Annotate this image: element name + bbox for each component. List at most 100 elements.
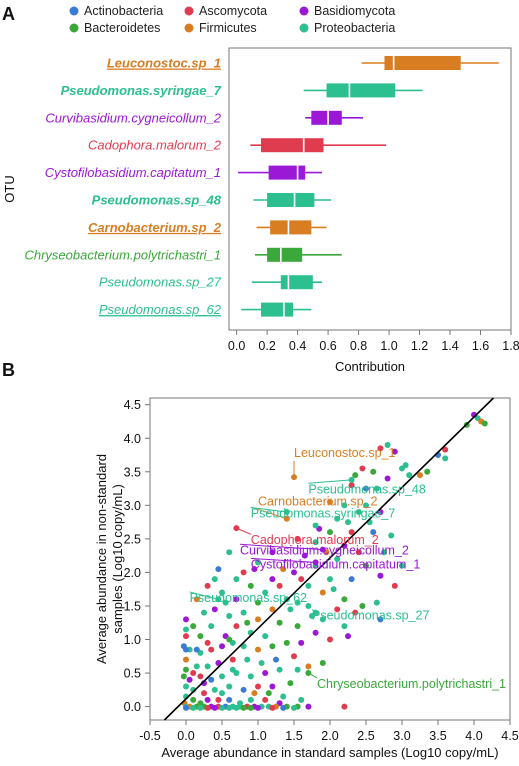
scatter-point <box>183 666 189 673</box>
legend-marker <box>69 23 79 33</box>
scatter-point <box>219 673 225 680</box>
scatter-point <box>348 576 355 583</box>
legend-marker <box>299 6 309 16</box>
y-tick-label: 1.0 <box>124 633 141 647</box>
x-tick-label: 4.0 <box>465 729 482 743</box>
scatter-point <box>240 704 247 711</box>
scatter-point <box>258 659 265 666</box>
scatter-point <box>406 472 413 479</box>
scatter-y-axis-title: Average abundance in non-standard sample… <box>94 454 125 664</box>
y-tick-label: 2.5 <box>124 532 141 546</box>
scatter-point <box>348 529 355 536</box>
scatter-point <box>183 656 189 663</box>
scatter-point <box>348 482 355 489</box>
otu-label-rest-part: Pseudomonas.sp_27 <box>99 275 222 290</box>
scatter-point <box>262 633 269 640</box>
legend: Actinobacteria Ascomycota Basidiomycota Bac… <box>69 4 395 35</box>
legend-marker <box>69 6 79 16</box>
scatter-point <box>211 606 218 613</box>
scatter-point <box>287 680 294 687</box>
scatter-point <box>233 576 240 583</box>
scatter-point <box>219 589 225 596</box>
scatter-point <box>319 659 326 666</box>
scatter-point <box>240 569 247 576</box>
x-tick-label: 0.0 <box>177 729 194 743</box>
scatter-point <box>201 690 207 697</box>
scatter-point <box>204 639 211 646</box>
scatter-point <box>481 420 488 427</box>
otu-label-bold-part: Leuconostoc <box>107 56 189 71</box>
scatter-point <box>244 656 251 663</box>
legend-label: Proteobacteria <box>314 21 395 35</box>
scatter-point <box>327 529 333 536</box>
scatter-point <box>373 485 380 492</box>
panel-b-letter: B <box>2 360 15 380</box>
scatter-point <box>247 673 254 680</box>
scatter-point <box>219 690 225 697</box>
annotation-point <box>312 559 319 566</box>
scatter-point <box>276 619 283 626</box>
legend-label: Basidiomycota <box>314 4 395 18</box>
scatter-point <box>276 582 283 589</box>
otu-label-rest-part: Chryseobacterium.polytrichastri_1 <box>24 247 221 262</box>
scatter-point <box>247 704 254 711</box>
annotation-label: Cystofilobasidium.capitatum_1 <box>251 557 421 571</box>
box-iqr <box>270 220 312 235</box>
scatter-point <box>305 582 312 589</box>
scatter-point <box>269 643 276 650</box>
scatter-point <box>417 472 423 479</box>
scatter-point <box>233 596 240 603</box>
otu-label: Cadophora.malorum_2 <box>88 138 222 153</box>
otu-label: Curvibasidium.cygneicollum_2 <box>45 110 221 125</box>
scatter-point <box>359 602 366 609</box>
annotation-point <box>283 515 290 522</box>
scatter-point <box>269 576 276 583</box>
scatter-point <box>255 616 261 623</box>
scatter-point <box>345 519 351 526</box>
scatter-point <box>226 704 233 711</box>
scatter-point <box>240 686 247 693</box>
x-tick-label: -0.5 <box>139 729 161 743</box>
scatter-point <box>183 616 189 623</box>
scatter-point <box>327 498 333 505</box>
scatter-point <box>193 663 200 670</box>
annotation-label: Curvibasidium.cygneicollum_2 <box>240 543 409 557</box>
scatter-point <box>190 670 197 677</box>
x-tick-label: 0.5 <box>213 729 230 743</box>
scatter-point <box>352 609 359 616</box>
scatter-point <box>197 704 204 711</box>
scatter-point <box>319 589 326 596</box>
scatter-point <box>273 656 279 663</box>
y-tick-label: 1.5 <box>124 599 141 613</box>
scatter-point <box>215 696 222 703</box>
x-tick-label: 0.8 <box>350 339 367 353</box>
annotation-label: Pseudomonas.syringae_7 <box>251 506 396 520</box>
x-tick-label: 3.0 <box>393 729 410 743</box>
scatter-point <box>211 704 218 711</box>
scatter-point <box>283 639 290 646</box>
y-tick-label: 3.0 <box>124 499 141 513</box>
legend-label: Firmicutes <box>199 21 257 35</box>
scatter-point <box>280 704 287 711</box>
scatter-point <box>247 582 254 589</box>
annotation-point <box>319 546 326 553</box>
box-iqr <box>261 138 324 153</box>
scatter-point <box>391 448 398 455</box>
otu-labels: Leuconostoc.sp_1 Pseudomonas.syringae_7 Cu… <box>24 56 221 318</box>
scatter-point <box>269 606 276 613</box>
otu-label-bold-part: Pseudomonas.syringae <box>61 83 207 98</box>
scatter-point <box>305 602 312 609</box>
scatter-point <box>327 636 333 643</box>
otu-label-bold-part: Pseudomonas <box>92 193 181 208</box>
box-iqr <box>326 83 396 98</box>
scatter-point <box>381 549 387 556</box>
box-iqr <box>268 165 306 180</box>
x-tick-label: 0.0 <box>228 339 245 353</box>
annotation-point <box>215 596 222 603</box>
scatter-point <box>240 609 247 616</box>
scatter-annotations: Leuconostoc.sp_1 Pseudomonas.sp_48Carnoba… <box>189 446 506 691</box>
boxplot-panel: Leuconostoc.sp_1 Pseudomonas.syringae_7 Cu… <box>2 47 519 374</box>
scatter-point <box>370 468 377 475</box>
scatter-point <box>262 696 269 703</box>
scatter-point <box>399 562 405 569</box>
